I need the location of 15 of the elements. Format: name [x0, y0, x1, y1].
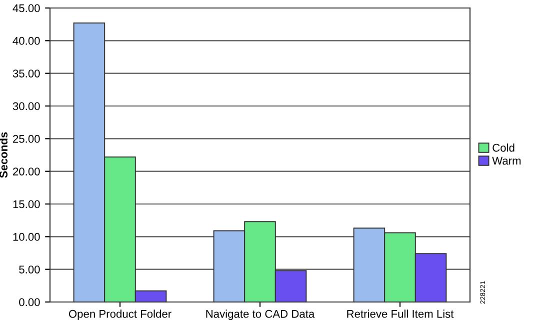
y-tick-label: 45.00: [12, 4, 40, 12]
y-tick-label: 30.00: [12, 102, 40, 110]
y-tick-label: 10.00: [13, 232, 40, 241]
y-tick-label: 15.00: [13, 200, 40, 208]
y-tick-label: 20.00: [13, 168, 40, 176]
x-tick-label: Navigate to CAD Data: [206, 310, 315, 320]
x-tick-label: Retrieve Full Item List: [347, 310, 454, 318]
y-tick-label: 25.00: [13, 134, 40, 143]
legend-label: Warm: [492, 156, 521, 165]
y-tick-label: 5.00: [19, 266, 40, 274]
legend-label: Cold: [492, 144, 514, 152]
y-tick-label: 40.00: [12, 36, 40, 45]
x-tick-label: Open Product Folder: [68, 310, 172, 320]
y-tick-label: 0.00: [19, 298, 40, 306]
y-tick-label: 35.00: [12, 70, 40, 78]
